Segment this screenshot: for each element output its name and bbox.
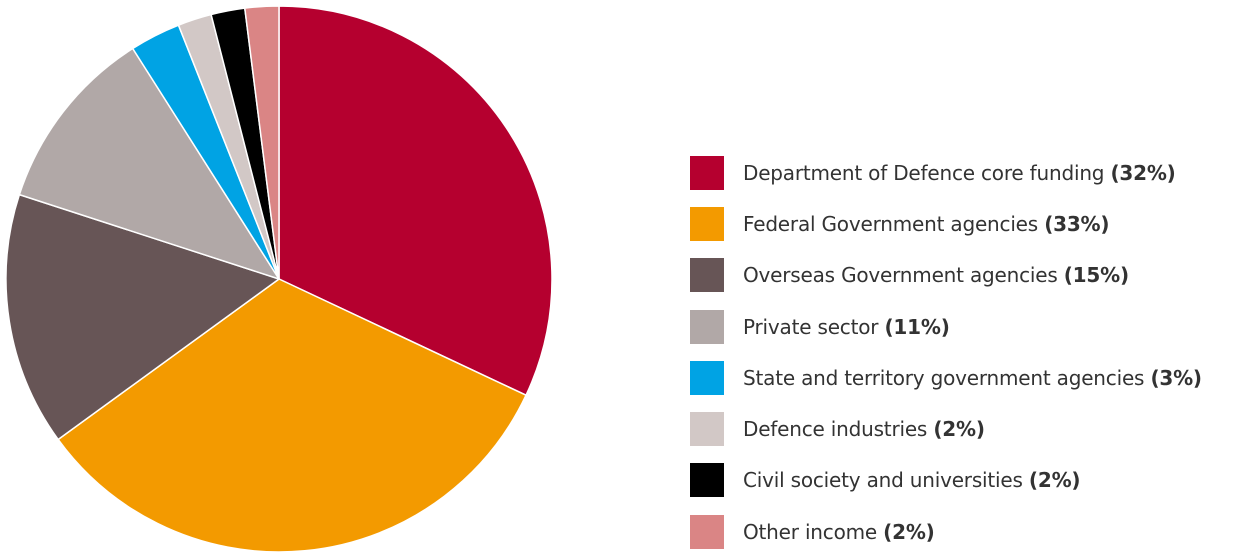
legend-label: Civil society and universities (2%) xyxy=(743,468,1081,493)
legend-label: Defence industries (2%) xyxy=(743,417,985,441)
legend-percent: (2%) xyxy=(933,417,985,442)
pie-slice-8 xyxy=(244,5,280,280)
legend-label: Federal Government agencies (33%) xyxy=(743,211,1110,236)
legend-swatch xyxy=(690,155,724,190)
legend-label: Overseas Government agencies (15%) xyxy=(743,263,1129,287)
legend-percent: (32%) xyxy=(1110,160,1176,185)
pie-slice-4 xyxy=(18,47,280,280)
legend-percent: (3%) xyxy=(1150,365,1202,390)
legend-swatch xyxy=(690,258,724,293)
legend-swatch xyxy=(690,360,724,395)
legend-label: Other income (2%) xyxy=(743,520,935,544)
legend-percent: (11%) xyxy=(884,314,950,339)
legend-item-7: Civil society and universities (2%) xyxy=(690,455,1245,506)
legend-label-text: Private sector xyxy=(743,314,879,339)
legend-item-4: Private sector (11%) xyxy=(690,301,1245,352)
legend-percent: (2%) xyxy=(1028,468,1081,493)
legend-item-6: Defence industries (2%) xyxy=(690,403,1245,454)
pie-slice-3 xyxy=(5,193,280,441)
legend-label-text: Civil society and universities xyxy=(743,468,1023,493)
legend-swatch xyxy=(690,514,724,549)
legend-percent: (2%) xyxy=(883,519,935,544)
legend-label-text: Federal Government agencies xyxy=(743,211,1039,236)
legend-label-text: Overseas Government agencies xyxy=(743,263,1058,288)
legend-swatch xyxy=(690,309,724,344)
legend-swatch xyxy=(690,412,724,447)
legend-label-text: State and territory government agencies xyxy=(743,365,1145,390)
legend-label: Department of Defence core funding (32%) xyxy=(743,161,1176,185)
legend-swatch xyxy=(690,463,724,498)
legend-label: State and territory government agencies … xyxy=(743,366,1202,390)
legend-item-2: Federal Government agencies (33%) xyxy=(690,198,1245,249)
legend-swatch xyxy=(690,206,724,241)
legend-label: Private sector (11%) xyxy=(743,315,950,339)
pie-slice-2 xyxy=(57,278,527,553)
legend-item-1: Department of Defence core funding (32%) xyxy=(690,147,1245,198)
legend: Department of Defence core funding (32%)… xyxy=(690,147,1245,557)
legend-label-text: Other income xyxy=(743,519,877,544)
legend-label-text: Department of Defence core funding xyxy=(743,160,1105,185)
legend-percent: (33%) xyxy=(1044,211,1110,236)
legend-percent: (15%) xyxy=(1063,263,1129,288)
legend-item-5: State and territory government agencies … xyxy=(690,352,1245,403)
pie-slice-1 xyxy=(278,5,553,396)
pie-plot-area xyxy=(5,5,553,553)
legend-item-3: Overseas Government agencies (15%) xyxy=(690,250,1245,301)
legend-item-8: Other income (2%) xyxy=(690,506,1245,557)
legend-label-text: Defence industries xyxy=(743,417,928,442)
